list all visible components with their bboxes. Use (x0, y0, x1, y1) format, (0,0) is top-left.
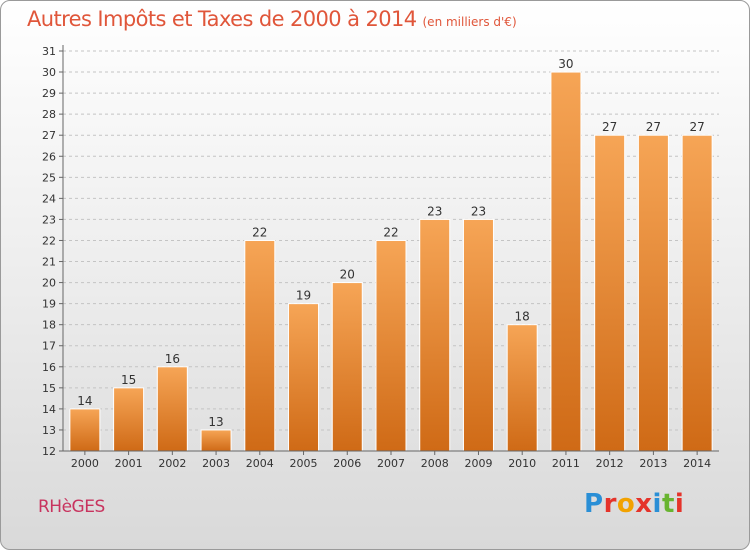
bar (113, 387, 145, 452)
bar (419, 218, 451, 452)
bar (288, 303, 320, 452)
y-tick-label: 18 (42, 319, 56, 332)
y-tick-label: 30 (42, 66, 56, 79)
y-tick-label: 21 (42, 256, 56, 269)
data-label: 18 (515, 310, 530, 324)
x-tick-label: 2013 (639, 457, 667, 470)
y-tick-label: 24 (42, 192, 56, 205)
y-tick-label: 13 (42, 424, 56, 437)
y-tick-label: 15 (42, 382, 56, 395)
x-tick-label: 2002 (158, 457, 186, 470)
bar (637, 134, 669, 452)
logo-letter: P (584, 489, 604, 519)
data-label: 30 (558, 57, 573, 71)
bar (550, 71, 582, 452)
data-label: 22 (252, 225, 267, 239)
y-tick-label: 23 (42, 213, 56, 226)
data-label: 13 (208, 415, 223, 429)
y-tick-label: 19 (42, 298, 56, 311)
data-label: 27 (646, 120, 661, 134)
bar (375, 239, 407, 452)
bar (331, 282, 363, 452)
data-label: 20 (340, 268, 355, 282)
x-tick-label: 2001 (115, 457, 143, 470)
x-tick-label: 2012 (596, 457, 624, 470)
y-tick-label: 12 (42, 445, 56, 458)
bar (681, 134, 713, 452)
data-label: 27 (689, 120, 704, 134)
data-label: 23 (427, 204, 442, 218)
y-tick-label: 14 (42, 403, 56, 416)
data-label: 27 (602, 120, 617, 134)
logo-letter: r (603, 489, 617, 519)
bar (244, 239, 276, 452)
data-label: 23 (471, 204, 486, 218)
y-tick-label: 27 (42, 129, 56, 142)
bar (594, 134, 626, 452)
x-tick-label: 2003 (202, 457, 230, 470)
logo-letter: t (661, 489, 675, 519)
bar (462, 218, 494, 452)
bars: 14 15 16 13 22 19 20 22 23 23 18 30 27 27 27 (69, 57, 713, 452)
x-tick-label: 2000 (71, 457, 99, 470)
logo-letter: x (635, 489, 653, 519)
y-tick-label: 16 (42, 361, 56, 374)
y-tick-label: 28 (42, 108, 56, 121)
x-tick-label: 2004 (246, 457, 274, 470)
x-tick-label: 2011 (552, 457, 580, 470)
logo-letter: i (674, 489, 685, 519)
y-tick-label: 17 (42, 340, 56, 353)
data-label: 19 (296, 289, 311, 303)
x-tick-label: 2010 (508, 457, 536, 470)
x-tick-label: 2009 (464, 457, 492, 470)
logo-letter: o (616, 489, 636, 519)
y-tick-label: 26 (42, 150, 56, 163)
x-tick-label: 2014 (683, 457, 711, 470)
data-label: 16 (165, 352, 180, 366)
data-label: 14 (77, 394, 92, 408)
x-tick-label: 2008 (421, 457, 449, 470)
axes: 12 13 14 15 16 17 18 19 20 21 22 23 24 25 26 27 28 29 30 31… (42, 45, 719, 470)
x-tick-label: 2005 (290, 457, 318, 470)
data-label: 15 (121, 373, 136, 387)
bar (200, 429, 232, 452)
bar (156, 366, 188, 452)
y-tick-label: 25 (42, 171, 56, 184)
commune-name: RHèGES (38, 497, 105, 517)
x-tick-label: 2007 (377, 457, 405, 470)
y-tick-label: 20 (42, 277, 56, 290)
x-tick-label: 2006 (333, 457, 361, 470)
bar (506, 324, 538, 452)
chart-title-text: Autres Impôts et Taxes de 2000 à 2014 (27, 7, 417, 31)
y-tick-label: 31 (42, 45, 56, 58)
proxiti-logo: Proxiti (584, 489, 684, 519)
chart-title: Autres Impôts et Taxes de 2000 à 2014 (en… (27, 7, 517, 31)
bar (69, 408, 101, 452)
y-tick-label: 22 (42, 234, 56, 247)
logo-letter: i (652, 489, 662, 519)
data-label: 22 (383, 225, 398, 239)
y-tick-label: 29 (42, 87, 56, 100)
chart-subtitle: (en milliers d'€) (422, 15, 517, 29)
